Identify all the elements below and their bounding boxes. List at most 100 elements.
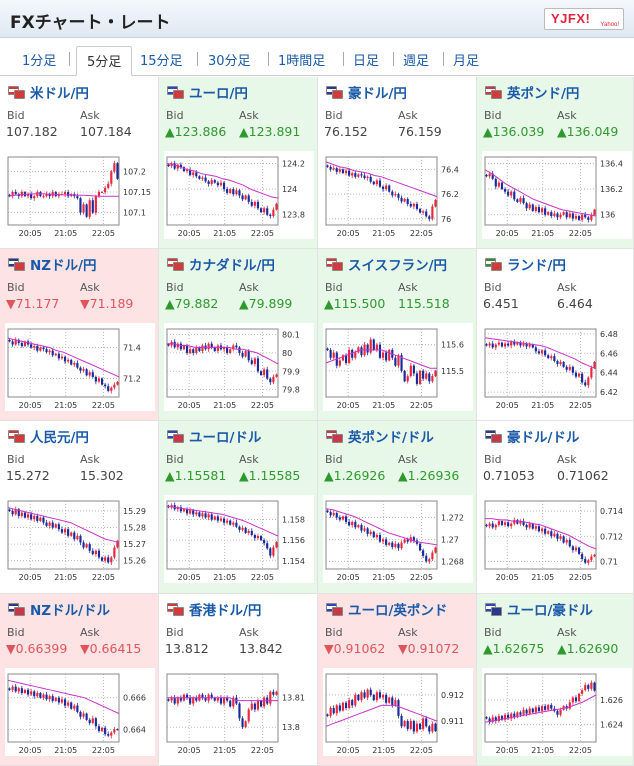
currency-pair[interactable]: 豪ドル/円	[326, 83, 407, 102]
quote-flag-icon	[14, 433, 25, 443]
currency-pair[interactable]: ユーロ/ドル	[167, 427, 262, 446]
candle-body	[522, 198, 525, 204]
currency-pair[interactable]: ランド/円	[485, 255, 566, 274]
currency-pair[interactable]: 人民元/円	[8, 427, 89, 446]
y-tick-label: 15.26	[123, 557, 146, 566]
pair-name-link[interactable]: 人民元/円	[30, 430, 89, 446]
candle-body	[70, 359, 73, 365]
pair-name-link[interactable]: 香港ドル/円	[189, 603, 262, 619]
pair-name-link[interactable]: ユーロ/円	[189, 86, 248, 102]
currency-pair[interactable]: カナダドル/円	[167, 255, 275, 274]
price-chart[interactable]: 20:05 21:05 22:05 1.624 1.626	[482, 668, 632, 756]
candle-body	[235, 190, 238, 195]
price-chart[interactable]: 20:05 21:05 22:05 76 76.2 76.4	[323, 151, 473, 239]
x-tick-label: 21:05	[213, 573, 236, 582]
candle-body	[76, 363, 79, 368]
candle-body	[79, 367, 82, 371]
candle-body	[42, 694, 45, 698]
candle-body	[522, 343, 525, 346]
price-chart[interactable]: 20:05 21:05 22:05 13.8 13.81	[164, 668, 314, 756]
candle-body	[525, 203, 528, 209]
pair-name-link[interactable]: ユーロ/英ポンド	[348, 603, 448, 619]
pair-name-link[interactable]: 英ポンド/円	[507, 86, 580, 102]
price-chart[interactable]: 20:05 21:05 22:05 0.664 0.666	[5, 668, 155, 756]
currency-pair[interactable]: ユーロ/豪ドル	[485, 600, 593, 619]
currency-pair[interactable]: NZドル/ドル	[8, 600, 111, 619]
pair-name-link[interactable]: スイスフラン/円	[348, 258, 448, 274]
ask-value: ▲1.26936	[398, 468, 460, 483]
pair-name-link[interactable]: 豪ドル/円	[348, 86, 407, 102]
candle-body	[244, 527, 247, 533]
tab-30min[interactable]: 30分足	[208, 54, 251, 69]
candle-body	[82, 713, 85, 717]
ask-value: 115.518	[398, 296, 450, 311]
candle-body	[176, 697, 179, 704]
pair-name-link[interactable]: NZドル/円	[30, 258, 97, 274]
candle-body	[226, 697, 229, 701]
pair-name-link[interactable]: ユーロ/豪ドル	[507, 603, 593, 619]
tab-15min[interactable]: 15分足	[140, 54, 183, 69]
currency-pair[interactable]: 英ポンド/円	[485, 83, 580, 102]
candle-body	[590, 556, 593, 561]
price-chart[interactable]: 20:05 21:05 22:05 136 136.2 136.4	[482, 151, 632, 239]
pair-name-link[interactable]: 豪ドル/ドル	[507, 430, 580, 446]
candle-body	[372, 339, 375, 350]
price-chart[interactable]: 20:05 21:05 22:05 15.26 15.27 15.28 15.29	[5, 495, 155, 583]
candle-body	[587, 560, 590, 563]
bid-value: ▼71.177	[6, 296, 60, 311]
candle-body	[219, 182, 223, 186]
price-chart[interactable]: 20:05 21:05 22:05 123.8 124 124.2	[164, 151, 314, 239]
candle-body	[195, 347, 198, 353]
x-tick-label: 20:05	[178, 573, 201, 582]
currency-pair[interactable]: ユーロ/円	[167, 83, 248, 102]
tab-1min[interactable]: 1分足	[22, 54, 57, 69]
tab-daily[interactable]: 日足	[353, 54, 380, 69]
price-chart[interactable]: 20:05 21:05 22:05 79.8 79.9 80 80.1	[164, 323, 314, 411]
tab-monthly[interactable]: 月足	[453, 54, 480, 69]
candle-body	[222, 182, 226, 190]
pair-name-link[interactable]: ランド/円	[507, 258, 566, 274]
pair-name-link[interactable]: カナダドル/円	[189, 258, 275, 274]
candle-body	[213, 516, 216, 520]
price-chart[interactable]: 20:05 21:05 22:05 0.71 0.712 0.714	[482, 495, 632, 583]
tab-1hour[interactable]: 1時間足	[278, 54, 326, 69]
candle-body	[11, 192, 14, 197]
currency-pair[interactable]: スイスフラン/円	[326, 255, 448, 274]
candle-body	[503, 714, 507, 720]
pair-name-link[interactable]: 英ポンド/ドル	[348, 430, 434, 446]
bid-label: Bid	[7, 281, 25, 294]
bid-label: Bid	[325, 453, 343, 466]
price-chart[interactable]: 20:05 21:05 22:05 107.1 107.15 107.2	[5, 151, 155, 239]
bid-value: ▲79.882	[165, 296, 219, 311]
candle-body	[519, 712, 522, 715]
price-chart[interactable]: 20:05 21:05 22:05 115.5 115.6	[323, 323, 473, 411]
currency-flag-icon	[167, 85, 185, 99]
tab-weekly[interactable]: 週足	[403, 54, 430, 69]
price-chart[interactable]: 20:05 21:05 22:05 6.42 6.44 6.46 6.48	[482, 323, 632, 411]
pair-name-link[interactable]: NZドル/ドル	[30, 603, 111, 619]
currency-pair[interactable]: 豪ドル/ドル	[485, 427, 580, 446]
tab-5min[interactable]: 5分足	[76, 46, 133, 76]
candle-body	[381, 694, 385, 698]
price-chart[interactable]: 20:05 21:05 22:05 1.268 1.27 1.272	[323, 495, 473, 583]
candlestick-chart: 20:05 21:05 22:05 13.8 13.81	[166, 673, 305, 755]
ask-label: Ask	[80, 281, 100, 294]
price-chart[interactable]: 20:05 21:05 22:05 71.2 71.4	[5, 323, 155, 411]
candle-body	[216, 516, 219, 521]
currency-pair[interactable]: NZドル/円	[8, 255, 97, 274]
candle-body	[485, 174, 488, 177]
pair-name-link[interactable]: ユーロ/ドル	[189, 430, 262, 446]
rate-card: ユーロ/円 Bid Ask ▲123.886 ▲123.891 20:05 21:05 22:…	[159, 77, 318, 249]
currency-pair[interactable]: 英ポンド/ドル	[326, 427, 434, 446]
currency-pair[interactable]: ユーロ/英ポンド	[326, 600, 448, 619]
candle-body	[100, 557, 104, 561]
yjfx-logo[interactable]: YJFX! Yahoo!	[544, 8, 624, 30]
currency-pair[interactable]: 米ドル/円	[8, 83, 89, 102]
bid-label: Bid	[325, 281, 343, 294]
quote-flag-icon	[173, 606, 184, 616]
currency-pair[interactable]: 香港ドル/円	[167, 600, 262, 619]
price-chart[interactable]: 20:05 21:05 22:05 0.911 0.912	[323, 668, 473, 756]
pair-name-link[interactable]: 米ドル/円	[30, 86, 89, 102]
candle-body	[110, 171, 113, 184]
price-chart[interactable]: 20:05 21:05 22:05 1.154 1.156 1.158	[164, 495, 314, 583]
